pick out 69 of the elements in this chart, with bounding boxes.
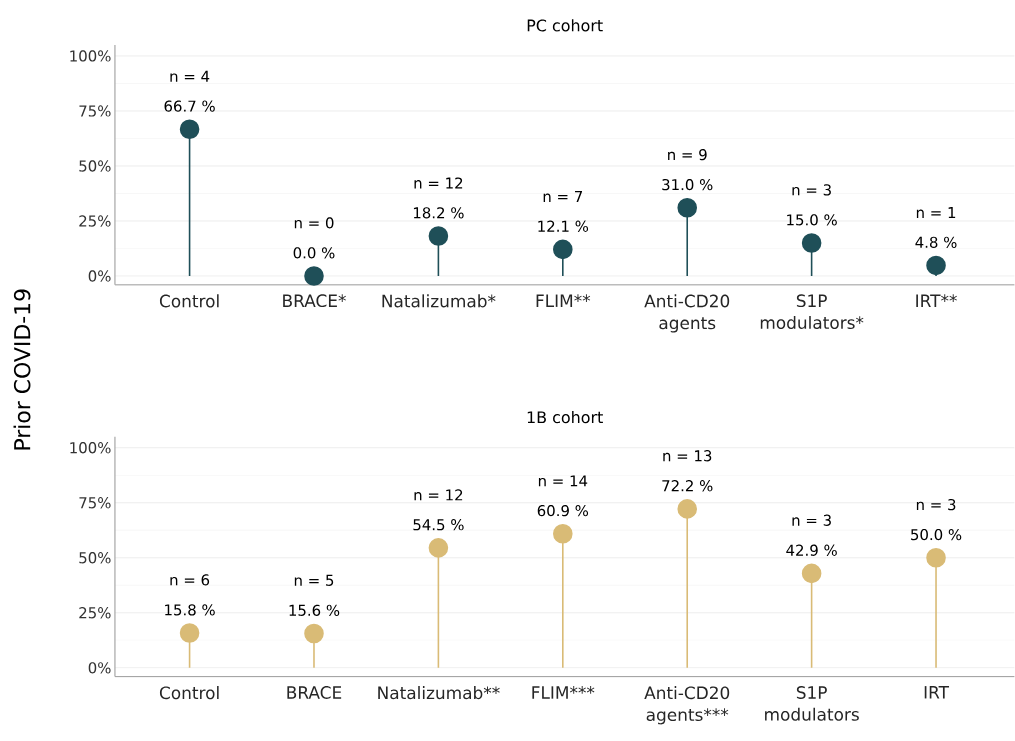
- point: [801, 563, 822, 584]
- data-label: 50.0 %: [911, 529, 962, 541]
- point: [677, 198, 698, 218]
- x-tick-label: IRT**: [916, 294, 957, 308]
- data-label: 4.8 %: [915, 236, 957, 249]
- x-tick-label: FLIM**: [536, 294, 591, 308]
- point: [553, 524, 573, 544]
- x-tick-label: Anti-CD20 agents***: [644, 686, 730, 725]
- x-tick-label: IRT: [924, 686, 950, 699]
- point: [179, 623, 200, 644]
- chart-title: PC cohort: [527, 19, 603, 32]
- data-label: 15.0 %: [787, 214, 837, 226]
- annotation: n = 3: [792, 184, 831, 196]
- y-tick-label: 75%: [79, 105, 111, 117]
- y-tick-label: 50%: [79, 160, 111, 172]
- annotation: n = 1: [916, 207, 956, 219]
- data-label: 31.0 %: [662, 179, 713, 191]
- annotation: n = 9: [668, 149, 707, 161]
- annotation: n = 12: [414, 177, 463, 189]
- data-label: 60.9 %: [537, 505, 589, 517]
- chart-title: 1B cohort: [527, 411, 603, 424]
- y-axis-title: Prior COVID-19: [13, 289, 31, 450]
- data-label: 12.1 %: [538, 220, 589, 233]
- y-tick-label: 0%: [88, 662, 111, 674]
- x-tick-label: Control: [159, 294, 219, 308]
- point: [926, 255, 946, 276]
- x-tick-label: Anti-CD20 agents: [644, 294, 730, 333]
- point: [428, 538, 449, 558]
- point: [801, 233, 822, 254]
- x-tick-label: S1P modulators: [765, 686, 859, 722]
- data-label: 66.7 %: [164, 100, 215, 112]
- point: [304, 623, 324, 644]
- point: [553, 239, 573, 260]
- data-label: 72.2 %: [662, 480, 713, 492]
- data-label: 15.8 %: [165, 604, 215, 616]
- y-tick-label: 25%: [79, 215, 111, 227]
- data-label: 42.9 %: [786, 544, 837, 557]
- annotation: n = 7: [543, 191, 583, 203]
- y-tick-label: 75%: [79, 497, 111, 509]
- point: [179, 119, 200, 140]
- y-tick-label: 25%: [79, 607, 111, 619]
- point: [677, 499, 698, 519]
- y-tick-label: 0%: [88, 270, 111, 282]
- data-label: 18.2 %: [413, 207, 464, 219]
- y-tick-label: 100%: [70, 442, 111, 454]
- x-tick-label: Natalizumab**: [378, 686, 500, 700]
- annotation: n = 13: [663, 450, 712, 462]
- y-tick-label: 50%: [79, 552, 111, 564]
- x-tick-label: BRACE: [287, 686, 342, 700]
- point: [304, 266, 324, 287]
- x-tick-label: BRACE*: [283, 294, 346, 308]
- annotation: n = 3: [916, 499, 956, 511]
- annotation: n = 0: [294, 217, 334, 229]
- data-label: 54.5 %: [413, 519, 464, 531]
- x-tick-label: Natalizumab*: [382, 294, 496, 308]
- annotation: n = 4: [170, 71, 210, 82]
- data-label: 0.0 %: [293, 247, 335, 259]
- x-tick-label: S1P modulators*: [760, 294, 864, 330]
- x-tick-label: Control: [159, 686, 219, 700]
- y-tick-label: 100%: [70, 50, 111, 62]
- x-tick-label: FLIM***: [532, 686, 595, 699]
- annotation: n = 5: [294, 575, 334, 587]
- point: [926, 548, 946, 568]
- data-label: 15.6 %: [289, 604, 340, 617]
- annotation: n = 14: [538, 475, 588, 487]
- annotation: n = 12: [414, 489, 463, 501]
- annotation: n = 3: [792, 514, 831, 527]
- annotation: n = 6: [170, 574, 210, 586]
- point: [428, 226, 449, 246]
